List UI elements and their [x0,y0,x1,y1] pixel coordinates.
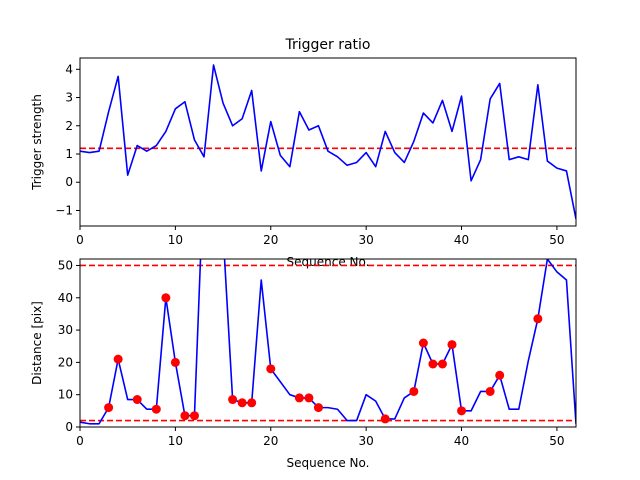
bottom-data-marker [151,404,161,414]
top-x-tick-label: 20 [263,233,278,247]
bottom-data-marker [495,370,505,380]
bottom-data-marker [132,395,142,405]
bottom-data-marker [170,357,180,367]
top-y-tick-label: 0 [65,175,73,189]
top-series-line-0 [80,64,576,220]
bottom-data-marker [313,403,323,413]
bottom-data-marker [437,359,447,369]
bottom-data-marker [304,393,314,403]
trigger-ratio-chart: Trigger ratio 0 10 20 30 40 50 −1 0 1 2 3 4 Sequenc… [30,37,577,269]
top-y-tick-label: 1 [65,147,73,161]
top-axes-frame [79,57,577,227]
bottom-data-marker [428,359,438,369]
bottom-x-tick-label: 0 [76,434,84,448]
bottom-data-marker [161,293,171,303]
distance-chart: 0 10 20 30 40 50 0 10 20 30 40 50 Sequence No. Dist… [30,258,577,470]
bottom-plot-area: 0 10 20 30 40 50 0 10 20 30 40 50 [58,258,577,448]
top-x-tick-label: 50 [549,233,564,247]
bottom-y-tick-label: 50 [58,258,73,272]
bottom-data-marker [418,338,428,348]
bottom-x-tick-label: 50 [549,434,564,448]
bottom-data-marker [457,406,467,416]
top-x-axis-label: Sequence No. [287,255,370,269]
top-x-tick-label: 40 [454,233,469,247]
top-y-axis-label: Trigger strength [30,94,44,191]
bottom-data-marker [180,411,190,421]
bottom-data-marker [104,403,114,413]
top-y-tick-label: 2 [65,119,73,133]
bottom-data-marker [266,364,276,374]
top-x-tick-label: 10 [168,233,183,247]
bottom-series-line-0 [80,259,576,425]
bottom-y-tick-label: 10 [58,388,73,402]
bottom-data-marker [294,393,304,403]
top-plot-area: 0 10 20 30 40 50 −1 0 1 2 3 4 [55,57,577,247]
bottom-y-tick-label: 40 [58,291,73,305]
bottom-x-axis-label: Sequence No. [287,456,370,470]
bottom-x-tick-label: 20 [263,434,278,448]
bottom-data-marker [485,386,495,396]
bottom-y-axis-label: Distance [pix] [30,301,44,385]
bottom-data-marker [409,386,419,396]
bottom-data-marker [189,411,199,421]
top-y-tick-label: 4 [65,62,73,76]
bottom-axes-frame [79,258,577,428]
bottom-data-marker [247,398,257,408]
bottom-y-tick-label: 0 [65,420,73,434]
bottom-data-marker [237,398,247,408]
top-y-tick-label: 3 [65,91,73,105]
bottom-data-marker [447,340,457,350]
bottom-data-marker [113,354,123,364]
chart-title: Trigger ratio [284,37,370,53]
bottom-data-marker [228,395,238,405]
top-x-tick-label: 0 [76,233,84,247]
bottom-x-tick-label: 40 [454,434,469,448]
bottom-data-marker [380,414,390,424]
bottom-x-tick-label: 30 [359,434,374,448]
bottom-y-tick-label: 20 [58,355,73,369]
bottom-data-marker [533,314,543,324]
top-x-tick-label: 30 [359,233,374,247]
top-y-tick-label: −1 [55,203,73,217]
bottom-y-tick-label: 30 [58,323,73,337]
bottom-x-tick-label: 10 [168,434,183,448]
